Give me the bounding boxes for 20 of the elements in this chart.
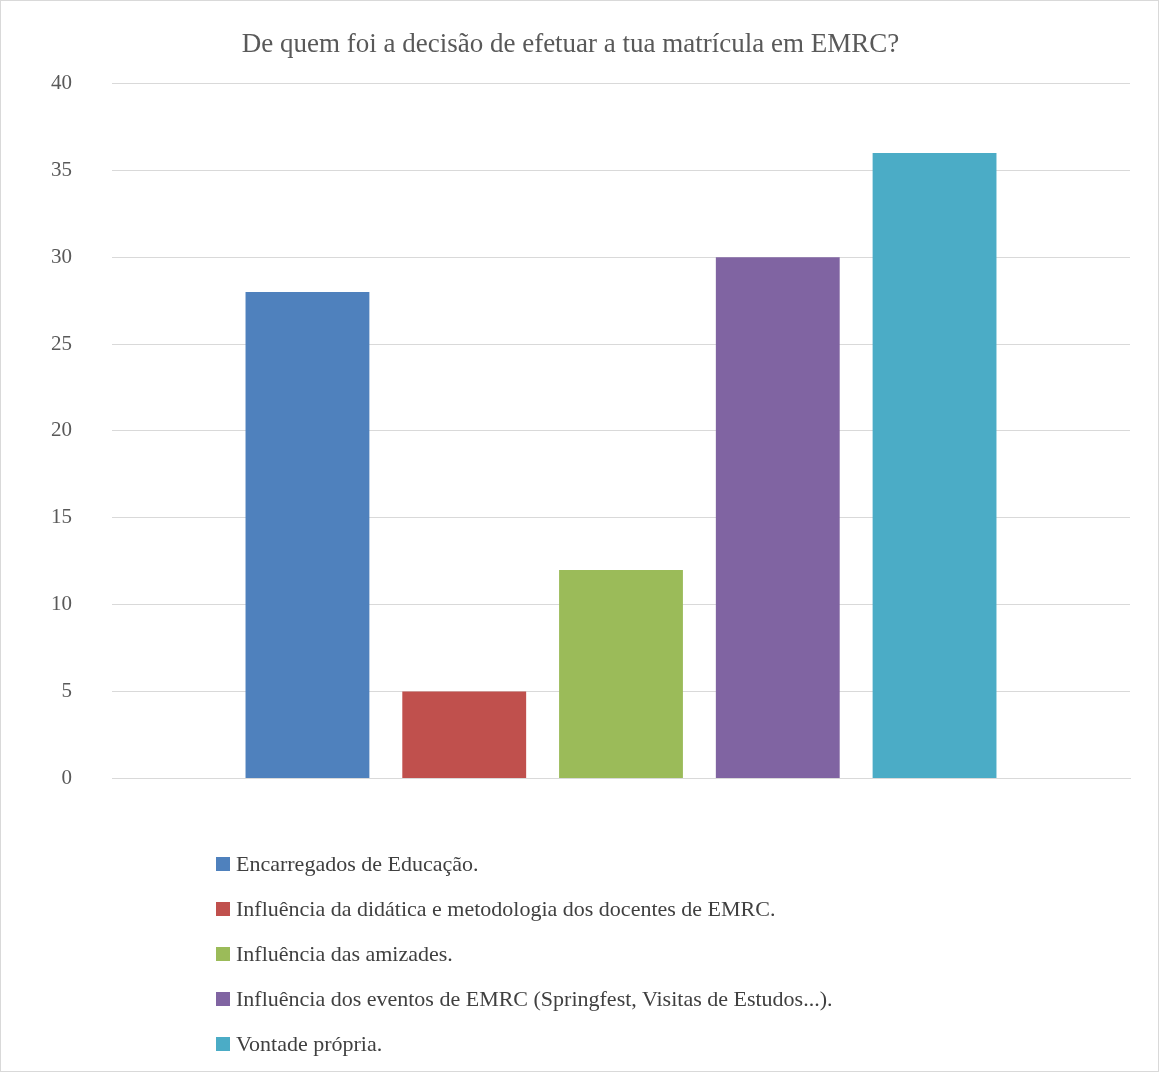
y-tick-label: 20: [51, 417, 72, 442]
chart-title: De quem foi a decisão de efetuar a tua matrícula em EMRC?: [241, 28, 900, 59]
bar: [715, 257, 840, 778]
bar: [245, 291, 370, 778]
legend-label: Vontade própria.: [236, 1030, 383, 1057]
y-tick-label: 0: [61, 764, 72, 789]
y-tick-label: 10: [51, 591, 72, 616]
y-tick-label: 15: [51, 504, 72, 529]
legend-label: Influência das amizades.: [236, 940, 453, 967]
legend-label: Influência da didática e metodologia dos docentes de EMRC.: [236, 895, 776, 922]
bar: [559, 569, 683, 778]
legend-label: Influência dos eventos de EMRC (Springfest, Visitas de Estudos...).: [236, 985, 833, 1012]
bar: [402, 691, 527, 778]
legend-label: Encarregados de Educação.: [236, 850, 479, 877]
y-tick-label: 25: [51, 330, 72, 355]
y-tick-label: 5: [61, 678, 72, 703]
y-tick-label: 30: [51, 243, 72, 268]
y-tick-label: 40: [51, 69, 72, 94]
y-tick-label: 35: [51, 156, 72, 181]
bar: [872, 152, 997, 778]
